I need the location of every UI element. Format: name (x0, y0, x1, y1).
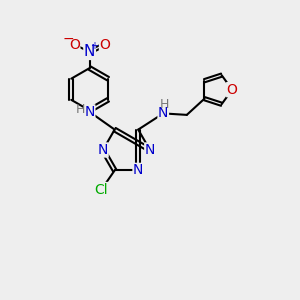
Text: N: N (98, 143, 108, 157)
Text: N: N (145, 143, 155, 157)
Text: N: N (158, 106, 168, 120)
Text: +: + (90, 41, 98, 51)
Text: O: O (227, 83, 238, 97)
Text: N: N (84, 44, 95, 59)
Text: O: O (100, 38, 110, 52)
Text: H: H (76, 103, 85, 116)
Text: O: O (69, 38, 80, 52)
Text: N: N (85, 105, 95, 119)
Text: N: N (133, 164, 143, 177)
Text: H: H (160, 98, 169, 111)
Text: −: − (62, 32, 74, 46)
Text: Cl: Cl (94, 182, 108, 197)
